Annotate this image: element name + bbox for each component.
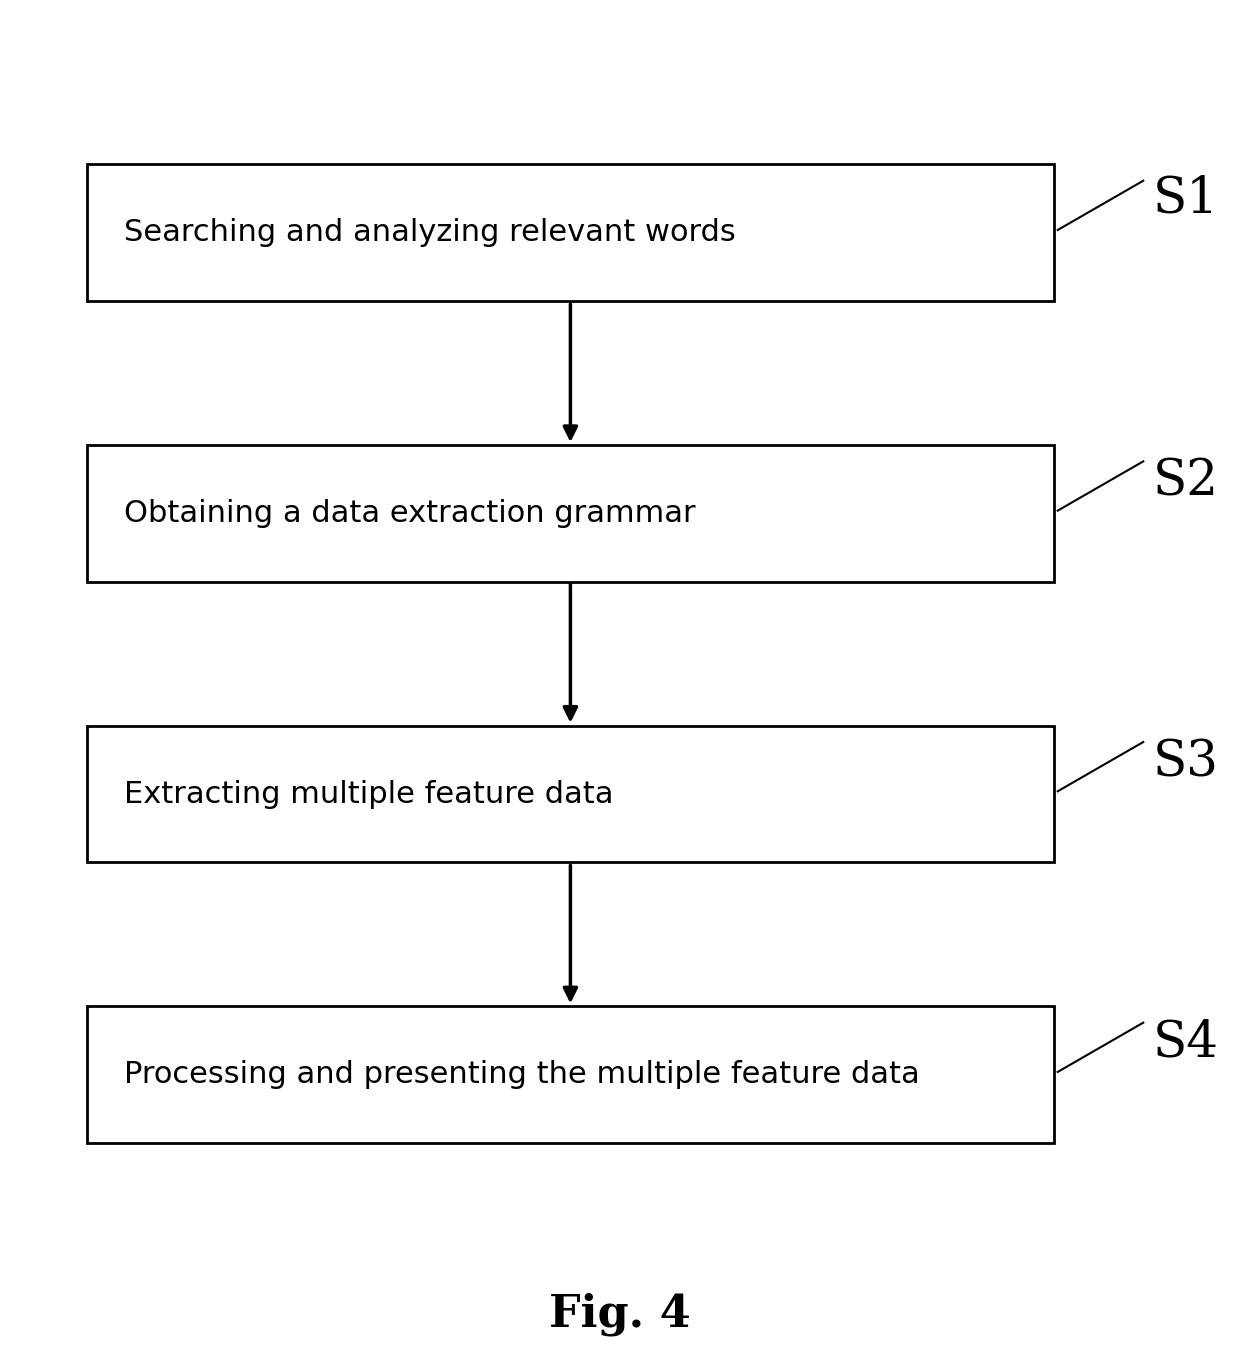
Text: Processing and presenting the multiple feature data: Processing and presenting the multiple f… [124, 1060, 920, 1090]
FancyBboxPatch shape [87, 164, 1054, 301]
Text: Obtaining a data extraction grammar: Obtaining a data extraction grammar [124, 498, 696, 528]
Text: S3: S3 [1153, 738, 1219, 787]
Text: S2: S2 [1153, 457, 1219, 507]
FancyBboxPatch shape [87, 726, 1054, 862]
FancyBboxPatch shape [87, 1006, 1054, 1143]
Text: S1: S1 [1153, 174, 1219, 223]
FancyBboxPatch shape [87, 445, 1054, 582]
Text: Extracting multiple feature data: Extracting multiple feature data [124, 779, 614, 809]
Text: Searching and analyzing relevant words: Searching and analyzing relevant words [124, 218, 735, 248]
Text: Fig. 4: Fig. 4 [549, 1292, 691, 1336]
Text: S4: S4 [1153, 1019, 1219, 1068]
